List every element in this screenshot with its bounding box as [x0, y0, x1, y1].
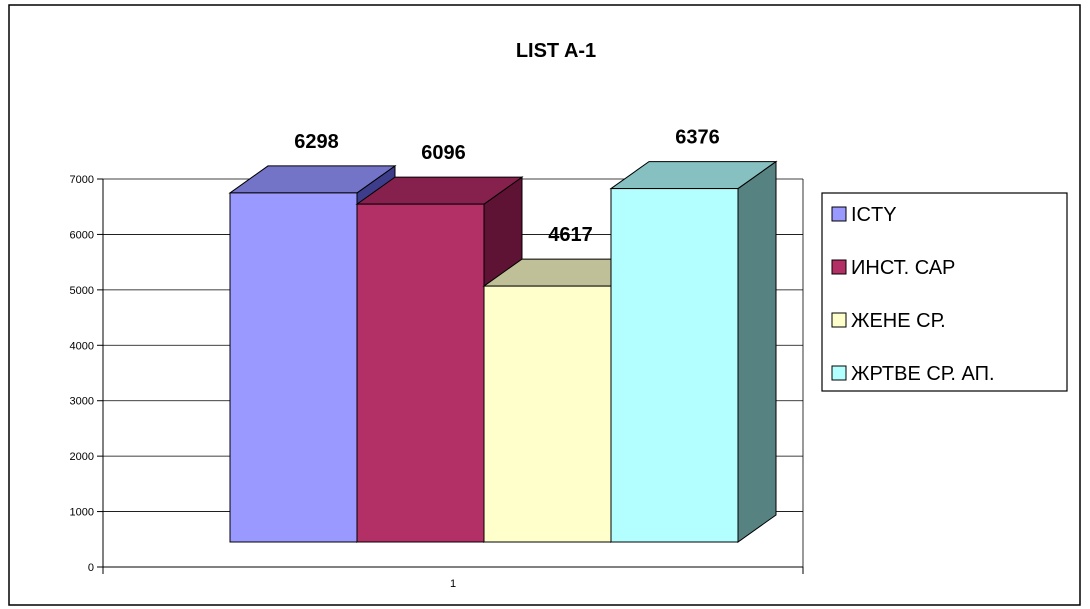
y-tick-label: 3000 — [70, 396, 94, 408]
data-label: 6298 — [294, 131, 339, 153]
y-tick-label: 1000 — [70, 507, 94, 519]
legend-swatch — [831, 365, 847, 381]
y-tick-label: 0 — [88, 562, 94, 574]
legend-swatch — [831, 259, 847, 275]
legend-label: ЖЕНЕ СР. — [851, 310, 946, 332]
x-axis: 1 — [102, 566, 804, 590]
y-tick-label: 4000 — [70, 340, 94, 352]
data-labels: 6298 6096 4617 6376 — [294, 127, 720, 246]
y-tick-label: 5000 — [70, 285, 94, 297]
bars — [228, 160, 778, 543]
legend-label: ИНСТ. САР — [851, 257, 955, 279]
legend-swatch — [831, 312, 847, 328]
x-tick-label: 1 — [450, 578, 456, 590]
bar-front — [483, 285, 612, 543]
y-tick-label: 7000 — [70, 174, 94, 186]
legend-label: ICTY — [851, 204, 897, 226]
legend-frame — [821, 192, 1068, 392]
y-axis: 0 1000 2000 3000 4000 5000 6000 7000 — [70, 174, 104, 574]
legend: ICTY ИНСТ. САР ЖЕНЕ СР. ЖРТВЕ СР. АП. — [821, 192, 1068, 392]
legend-label: ЖРТВЕ СР. АП. — [851, 363, 995, 385]
data-label: 6096 — [421, 142, 466, 164]
data-label: 4617 — [548, 224, 593, 246]
bar-4 — [609, 160, 778, 543]
bar-front — [356, 203, 485, 543]
legend-swatch — [831, 206, 847, 222]
y-tick-label: 6000 — [70, 229, 94, 241]
bar-side — [737, 160, 777, 543]
bar-front — [610, 188, 739, 543]
bar-front — [229, 192, 358, 543]
data-label: 6376 — [675, 127, 720, 149]
chart-title: LIST A-1 — [516, 40, 596, 62]
y-tick-label: 2000 — [70, 451, 94, 463]
